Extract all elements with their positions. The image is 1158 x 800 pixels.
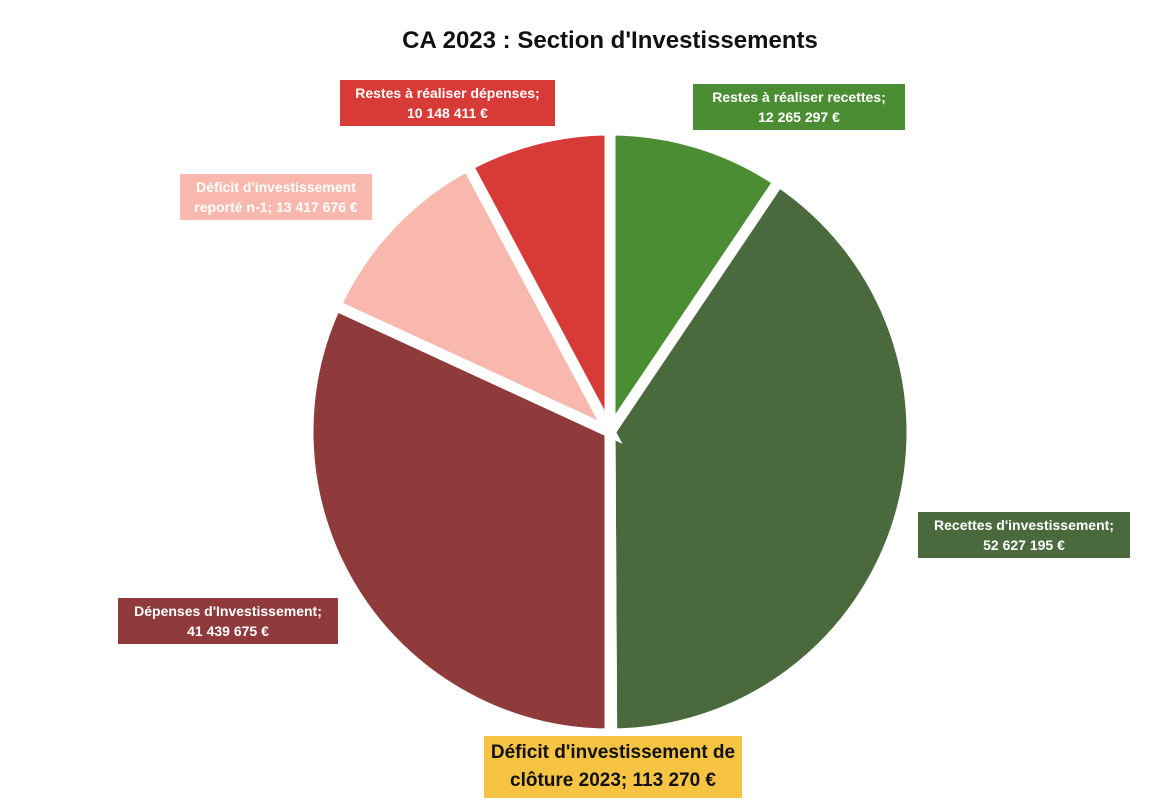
pie-slice: [328, 158, 623, 444]
category-label: Déficit d'investissement de clôture 2023…: [490, 742, 736, 791]
slice-label: Recettes d'investissement; 52 627 195 €: [918, 512, 1130, 558]
value-label: 10 148 411 €: [407, 105, 488, 121]
category-label: Déficit d'investissement reporté n-1;: [194, 179, 356, 215]
pie-slice: [460, 124, 616, 435]
pie-slice: [302, 298, 616, 740]
category-label: Restes à réaliser dépenses;: [355, 85, 540, 101]
value-label: 113 270 €: [632, 770, 716, 791]
slice-label: Dépenses d'Investissement; 41 439 675 €: [118, 598, 338, 644]
pie-slice: [604, 173, 918, 740]
category-label: Restes à réaliser recettes;: [712, 89, 886, 105]
value-label: 52 627 195 €: [983, 537, 1065, 553]
slice-label: Restes à réaliser recettes; 12 265 297 €: [693, 84, 905, 130]
pie-slice: [604, 124, 787, 451]
value-label: 12 265 297 €: [758, 109, 840, 125]
slice-label: Déficit d'investissement reporté n-1; 13…: [180, 174, 372, 220]
slice-label: Déficit d'investissement de clôture 2023…: [484, 736, 742, 798]
category-label: Recettes d'investissement;: [934, 517, 1114, 533]
value-label: 13 417 676 €: [275, 199, 358, 215]
category-label: Dépenses d'Investissement;: [134, 603, 322, 619]
value-label: 41 439 675 €: [187, 623, 269, 639]
chart-title: CA 2023 : Section d'Investissements: [402, 27, 818, 54]
slice-label: Restes à réaliser dépenses; 10 148 411 €: [340, 80, 555, 126]
